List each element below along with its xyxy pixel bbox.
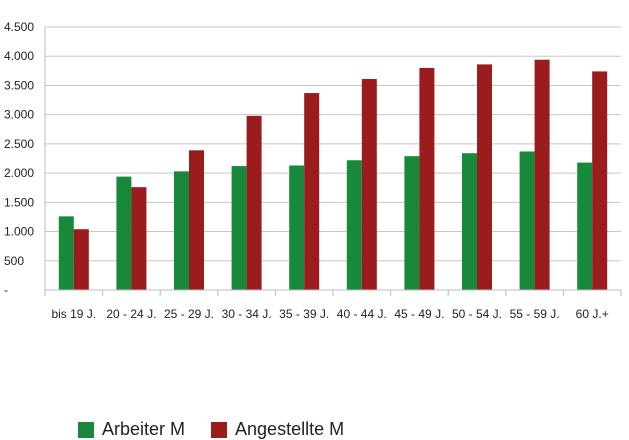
y-tick-label: 3.500 [4, 78, 34, 92]
y-tick-label: 1.000 [4, 225, 34, 239]
legend-label-angestellte: Angestellte M [235, 419, 345, 439]
bar-arbeiter [231, 166, 247, 290]
legend-label-arbeiter: Arbeiter M [102, 419, 186, 439]
x-tick-label: 50 - 54 J. [452, 307, 502, 321]
bar-arbeiter [116, 176, 132, 290]
y-tick-label: 4.500 [4, 20, 34, 34]
bar-arbeiter [404, 156, 420, 290]
x-tick-label: 20 - 24 J. [106, 307, 156, 321]
y-tick-label: 1.500 [4, 195, 34, 209]
bar-angestellte [73, 229, 89, 290]
y-tick-label: 2.000 [4, 166, 34, 180]
x-tick-label: 40 - 44 J. [337, 307, 387, 321]
legend-item-arbeiter: Arbeiter M [78, 419, 185, 440]
y-tick-label: - [4, 283, 8, 297]
legend-swatch-arbeiter [78, 421, 94, 438]
y-tick-label: 500 [4, 254, 24, 268]
y-tick-label: 3.000 [4, 108, 34, 122]
bar-arbeiter [174, 171, 189, 290]
bar-arbeiter [58, 216, 74, 290]
bar-arbeiter [462, 153, 477, 290]
bar-angestellte [189, 150, 204, 290]
bar-angestellte [246, 115, 262, 290]
bar-angestellte [419, 67, 435, 291]
bar-arbeiter [519, 151, 535, 290]
x-tick-label: 30 - 34 J. [222, 307, 272, 321]
x-tick-label: 60 J.+ [576, 307, 609, 321]
legend-swatch-angestellte [211, 421, 228, 438]
bar-angestellte [534, 59, 550, 291]
bar-arbeiter [346, 160, 362, 290]
y-tick-label: 4.000 [4, 49, 34, 63]
y-tick-label: 2.500 [4, 137, 34, 151]
x-tick-label: 45 - 49 J. [394, 307, 444, 321]
bar-angestellte [304, 93, 320, 290]
bar-angestellte [477, 64, 492, 290]
x-tick-label: 25 - 29 J. [164, 307, 214, 321]
legend-item-angestellte: Angestellte M [211, 419, 344, 440]
x-tick-label: bis 19 J. [51, 307, 96, 321]
bar-arbeiter [577, 162, 593, 290]
bar-angestellte [592, 71, 608, 290]
x-tick-label: 35 - 39 J. [279, 307, 329, 321]
bar-angestellte [361, 79, 377, 290]
x-tick-label: 55 - 59 J. [510, 307, 560, 321]
bar-angestellte [131, 187, 147, 290]
bar-arbeiter [289, 165, 305, 290]
legend: Arbeiter M Angestellte M [78, 419, 370, 440]
